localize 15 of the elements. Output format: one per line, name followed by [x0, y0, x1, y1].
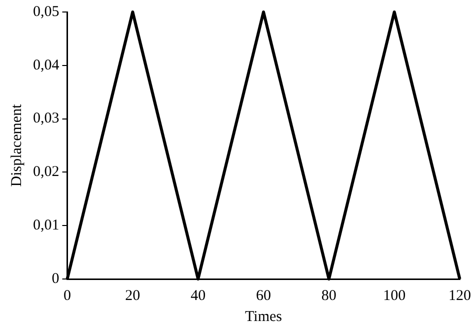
y-axis-title: Displacement	[8, 103, 25, 187]
y-tick-label: 0,02	[33, 164, 60, 180]
x-tick-label: 60	[256, 288, 271, 304]
x-tick-label: 80	[321, 288, 336, 304]
x-tick-label: 40	[190, 288, 206, 304]
y-tick-label: 0,04	[33, 57, 60, 74]
x-tick-label: 20	[125, 288, 140, 304]
y-tick-label: 0,05	[33, 4, 60, 20]
y-tick-label: 0	[52, 270, 60, 287]
y-tick-label: 0,03	[33, 110, 60, 127]
x-tick-label: 120	[448, 288, 471, 304]
x-tick-label: 100	[383, 288, 406, 304]
y-tick-label: 0,01	[33, 218, 60, 234]
x-axis-title: Times	[245, 308, 282, 325]
x-tick-label: 0	[64, 288, 71, 304]
